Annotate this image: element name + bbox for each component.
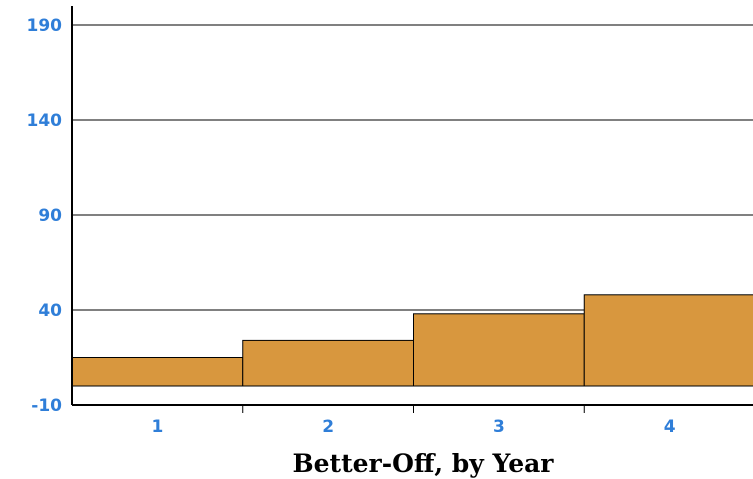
x-tick-label: 4 <box>664 417 676 437</box>
bar-1 <box>71 357 244 387</box>
x-tick-labels: 1 2 3 4 <box>151 417 675 437</box>
y-tick-labels: -10 40 90 140 190 <box>27 16 63 416</box>
y-tick-label: 90 <box>38 206 62 226</box>
y-tick-label: 190 <box>27 16 63 36</box>
x-tick-marks <box>242 405 585 413</box>
x-axis-title: Better-Off, by Year <box>293 449 555 478</box>
x-tick-label: 2 <box>322 417 334 437</box>
bar-3 <box>413 313 585 387</box>
bar-4 <box>583 294 753 387</box>
x-tick-label: 1 <box>151 417 163 437</box>
y-tick-label: 40 <box>38 301 62 321</box>
x-tick-label: 3 <box>493 417 505 437</box>
y-tick-label: 140 <box>27 111 63 131</box>
grid-lines <box>72 24 753 311</box>
bar-2 <box>242 339 414 387</box>
bar-group <box>71 294 753 387</box>
y-tick-label: -10 <box>31 396 62 416</box>
